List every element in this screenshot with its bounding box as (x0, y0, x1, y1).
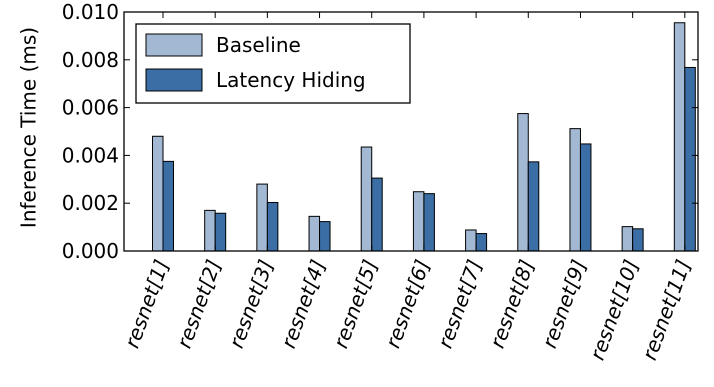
bar-latency-hiding-8 (527, 161, 540, 252)
legend-label-latency-hiding: Latency Hiding (216, 68, 366, 92)
bar-baseline-11 (673, 22, 686, 252)
y-tick-label: 0.006 (62, 96, 119, 120)
y-tick-label: 0.004 (62, 143, 119, 167)
bar-baseline-3 (256, 183, 268, 252)
legend-swatch-latency-hiding (145, 68, 203, 92)
bar-baseline-8 (517, 113, 529, 252)
bars-layer (152, 22, 696, 252)
y-axis-label: Inference Time (ms) (17, 27, 41, 228)
legend-swatch-baseline (145, 33, 203, 57)
bar-baseline-1 (152, 135, 164, 252)
x-tick-label: resnet[9] (537, 257, 591, 352)
bar-latency-hiding-1 (162, 160, 174, 252)
bar-baseline-10 (621, 226, 634, 252)
bar-latency-hiding-2 (214, 212, 227, 252)
bar-latency-hiding-9 (579, 143, 592, 252)
y-tick-label: 0.000 (62, 239, 119, 263)
legend: Baseline Latency Hiding (135, 23, 411, 104)
bar-baseline-5 (360, 146, 373, 252)
y-tick-label: 0.010 (62, 0, 119, 24)
bar-latency-hiding-7 (475, 233, 488, 252)
bar-baseline-2 (204, 209, 216, 252)
y-tick-label: 0.008 (62, 48, 119, 72)
bar-latency-hiding-5 (371, 177, 383, 252)
bar-latency-hiding-6 (423, 193, 435, 252)
bar-latency-hiding-3 (266, 201, 279, 252)
bar-latency-hiding-4 (319, 221, 331, 252)
x-tick-label: resnet[11] (637, 257, 695, 364)
bar-latency-hiding-10 (632, 228, 644, 252)
bar-latency-hiding-11 (684, 66, 696, 252)
x-tick-label: resnet[6] (381, 257, 435, 352)
plot-frame (123, 11, 699, 252)
x-tick-label: resnet[5] (328, 257, 382, 352)
x-tick-label: resnet[10] (585, 257, 643, 364)
x-tick-label: resnet[3] (224, 257, 278, 352)
x-tick-label: resnet[4] (276, 257, 330, 352)
bar-baseline-9 (569, 128, 581, 252)
bar-baseline-7 (465, 229, 477, 252)
x-tick-label: resnet[7] (433, 257, 487, 352)
legend-label-baseline: Baseline (216, 33, 301, 57)
x-tick-label: resnet[8] (485, 257, 539, 352)
bar-baseline-6 (412, 191, 425, 252)
x-tick-label: resnet[2] (172, 257, 226, 352)
x-tick-label: resnet[1] (120, 257, 174, 352)
y-tick-label: 0.002 (62, 191, 119, 215)
y-axis: 0.000 0.002 0.004 0.006 0.008 0.010 (62, 0, 698, 263)
bar-baseline-4 (308, 215, 321, 252)
